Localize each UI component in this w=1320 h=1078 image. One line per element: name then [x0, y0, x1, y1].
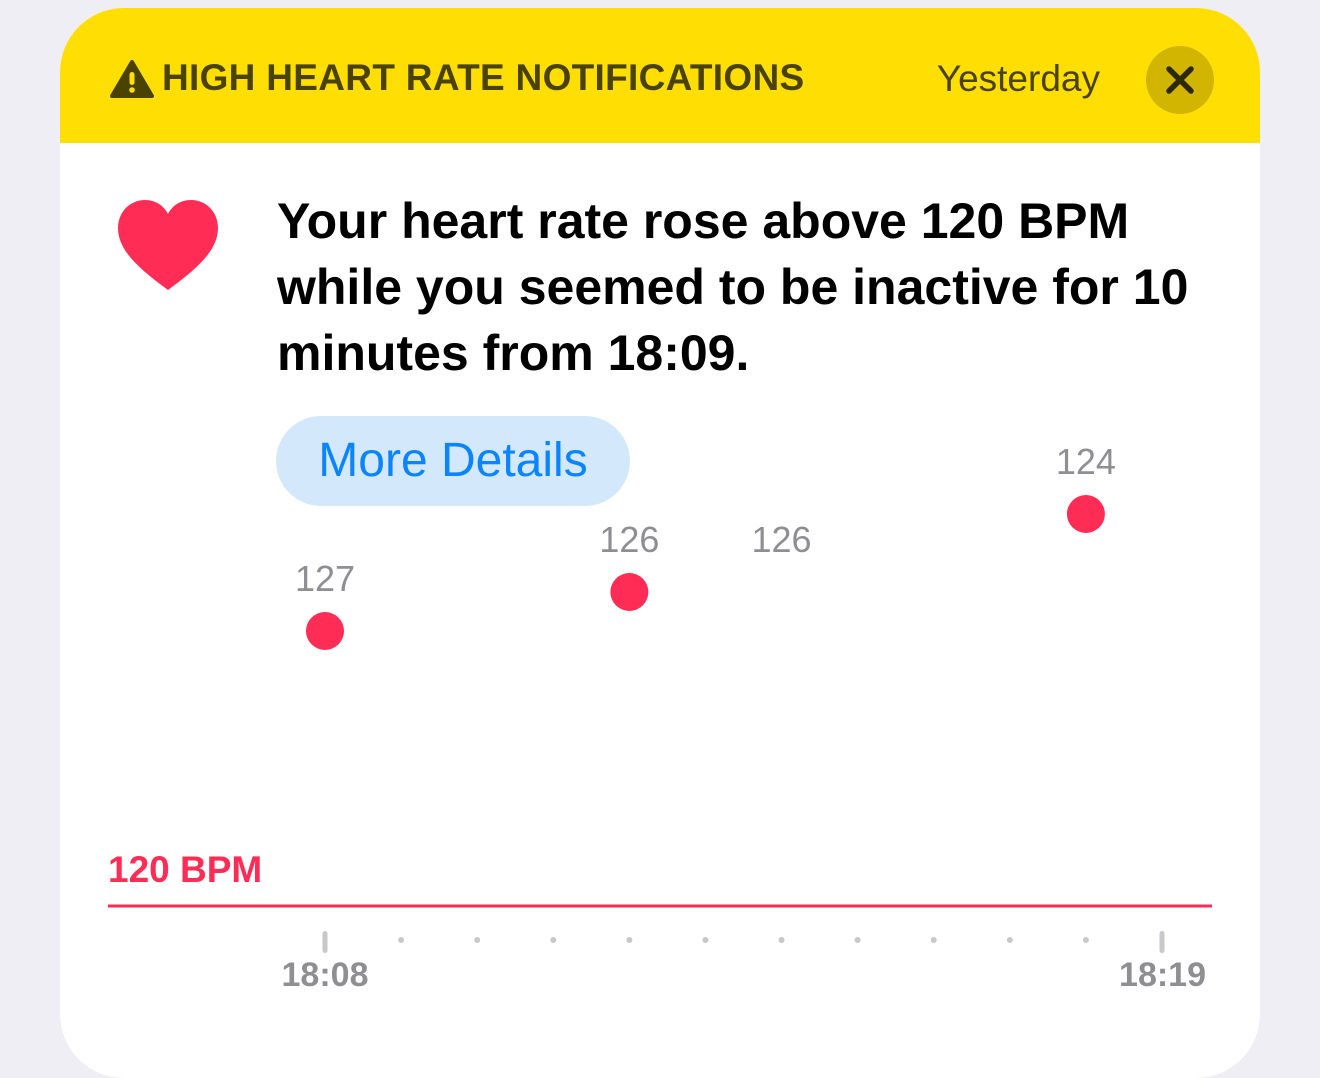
axis-minor-tick: [398, 937, 405, 943]
notification-card: HIGH HEART RATE NOTIFICATIONS Yesterday …: [60, 8, 1260, 1078]
axis-tick-label: 18:19: [1119, 956, 1206, 994]
close-button[interactable]: [1146, 46, 1214, 114]
heart-rate-chart: 120 BPM 127 126 126 124 18:08 18:19: [108, 441, 1212, 994]
axis-minor-tick: [626, 937, 633, 943]
threshold-label: 120 BPM: [108, 849, 262, 890]
axis-minor-tick: [1082, 937, 1089, 943]
axis-major-tick: [1159, 931, 1165, 953]
data-label: 126: [599, 519, 659, 560]
data-point: [1066, 495, 1105, 533]
axis-tick-label: 18:08: [282, 956, 369, 994]
axis-minor-tick: [474, 937, 481, 943]
warning-triangle-icon: [110, 60, 154, 98]
data-label: 126: [752, 519, 812, 560]
axis-minor-tick: [930, 937, 937, 943]
data-label: 127: [295, 558, 355, 599]
axis-minor-tick: [778, 937, 785, 943]
data-point: [306, 612, 344, 650]
notification-time: Yesterday: [936, 58, 1100, 99]
axis-minor-tick: [550, 937, 557, 943]
axis-minor-tick: [1006, 937, 1013, 943]
axis-minor-tick: [702, 937, 709, 943]
notification-title: HIGH HEART RATE NOTIFICATIONS: [162, 57, 805, 98]
heart-icon: [118, 200, 218, 290]
axis-major-tick: [322, 931, 328, 953]
notification-message: Your heart rate rose above 120 BPM while…: [277, 193, 1189, 381]
more-details-button[interactable]: More Details: [276, 416, 630, 506]
data-label: 124: [1056, 441, 1116, 482]
data-point: [610, 573, 649, 611]
close-icon: [1166, 66, 1194, 94]
notification-header: HIGH HEART RATE NOTIFICATIONS Yesterday: [60, 8, 1260, 143]
axis-minor-tick: [854, 937, 861, 943]
